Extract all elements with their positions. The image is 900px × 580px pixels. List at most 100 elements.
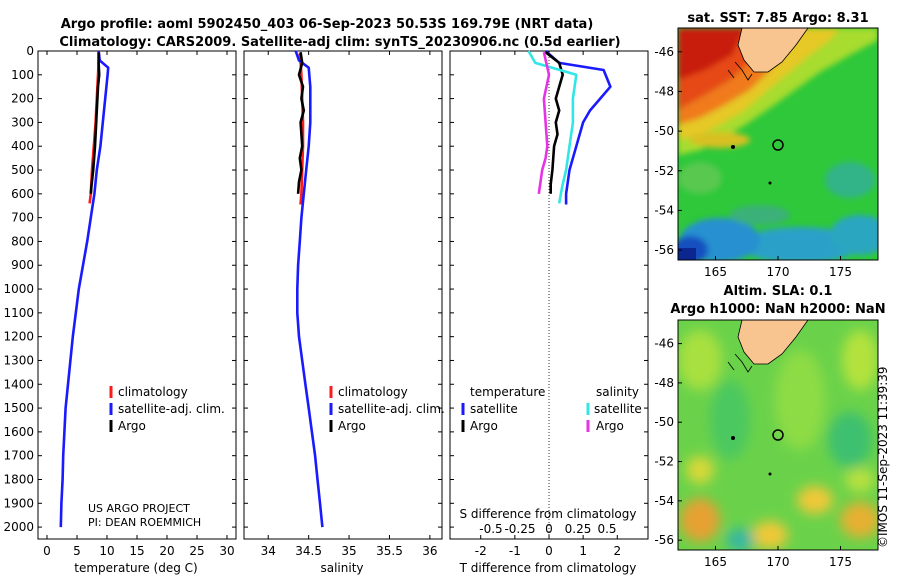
map-y-tick-label: -56 bbox=[654, 243, 674, 257]
map-y-tick-label: -50 bbox=[654, 124, 674, 138]
salinity-xlabel: salinity bbox=[320, 561, 363, 575]
map-x-tick-label: 165 bbox=[704, 555, 727, 569]
depth-tick-label: 1400 bbox=[3, 377, 34, 391]
depth-tick-label: 1100 bbox=[3, 306, 34, 320]
imos-timestamp: ©IMOS 11-Sep-2023 11:39:39 bbox=[876, 366, 890, 548]
difference-x-axis: -2 -1 0 1 2 bbox=[450, 50, 648, 558]
depth-tick-label: 600 bbox=[11, 187, 34, 201]
legend-temperature-heading: temperature bbox=[470, 385, 545, 399]
map-y-tick-label: -52 bbox=[654, 164, 674, 178]
salinity-x-axis: 34 34.5 35 35.5 36 bbox=[244, 50, 442, 558]
sla-map-title-line2: Argo h1000: NaN h2000: NaN bbox=[670, 302, 885, 317]
map-y-tick-label: -52 bbox=[654, 455, 674, 469]
x-tick-label: 35 bbox=[341, 544, 356, 558]
x-tick-label: 1 bbox=[579, 544, 587, 558]
sla-map-axes: 165 170 175 -46 -48 -50 -52 -54 -56 bbox=[654, 337, 852, 569]
depth-tick-label: 1000 bbox=[3, 282, 34, 296]
depth-tick-label: 1500 bbox=[3, 401, 34, 415]
legend-argo-label: Argo bbox=[338, 419, 366, 433]
difference-legend-salinity: salinity satellite Argo bbox=[586, 385, 642, 433]
legend-satellite-label: satellite-adj. clim. bbox=[338, 402, 445, 416]
difference-series bbox=[527, 50, 612, 205]
map-x-tick-label: 165 bbox=[704, 265, 727, 279]
legend-sal-satellite-label: satellite bbox=[594, 402, 642, 416]
salinity-difference-top-axis: -0.5 -0.25 0 0.25 0.5 bbox=[479, 522, 616, 536]
map-x-tick-label: 175 bbox=[829, 265, 852, 279]
sla-map: Altim. SLA: 0.1 Argo h1000: NaN h2000: N… bbox=[654, 284, 885, 569]
depth-tick-label: 1200 bbox=[3, 330, 34, 344]
legend-argo-label: Argo bbox=[118, 419, 146, 433]
legend-temp-argo-label: Argo bbox=[470, 419, 498, 433]
temperature-plot-frame bbox=[37, 50, 237, 540]
project-note-line2: PI: DEAN ROEMMICH bbox=[88, 516, 201, 529]
map-y-tick-label: -46 bbox=[654, 45, 674, 59]
map-x-tick-label: 170 bbox=[767, 265, 790, 279]
depth-axis: 0 100 200 300 400 500 600 700 800 900 1000 1100 1200… bbox=[3, 44, 34, 534]
argo-location-marker bbox=[772, 429, 784, 441]
depth-tick-label: 100 bbox=[11, 68, 34, 82]
map-y-tick-label: -48 bbox=[654, 376, 674, 390]
depth-tick-label: 0 bbox=[26, 44, 34, 58]
x-tick-label: 34 bbox=[261, 544, 276, 558]
series-line-satellite-adj-clim- bbox=[294, 50, 324, 528]
x-tick-label: 36 bbox=[422, 544, 437, 558]
depth-tick-label: 300 bbox=[11, 115, 34, 129]
legend-temp-satellite-label: satellite bbox=[470, 402, 518, 416]
x-tick-label: 34.5 bbox=[295, 544, 322, 558]
series-line-temperature-satellite bbox=[544, 50, 612, 205]
s-diff-tick-label: 0 bbox=[545, 522, 553, 536]
salinity-plot-frame bbox=[243, 50, 443, 540]
s-difference-label: S difference from climatology bbox=[460, 507, 637, 521]
t-difference-xlabel: T difference from climatology bbox=[459, 561, 637, 575]
x-tick-label: 10 bbox=[99, 544, 114, 558]
temperature-xlabel: temperature (deg C) bbox=[74, 561, 197, 575]
sst-map-title: sat. SST: 7.85 Argo: 8.31 bbox=[687, 11, 868, 26]
salinity-legend: climatology satellite-adj. clim. Argo bbox=[329, 385, 445, 433]
header-title-line1: Argo profile: aoml 5902450_403 06-Sep-20… bbox=[61, 17, 594, 32]
s-diff-tick-label: 0.5 bbox=[597, 522, 616, 536]
x-tick-label: -1 bbox=[509, 544, 521, 558]
legend-salinity-heading: salinity bbox=[596, 385, 639, 399]
map-x-tick-label: 170 bbox=[767, 555, 790, 569]
depth-tick-label: 200 bbox=[11, 92, 34, 106]
x-tick-label: 5 bbox=[73, 544, 81, 558]
depth-tick-label: 900 bbox=[11, 258, 34, 272]
map-y-tick-label: -50 bbox=[654, 415, 674, 429]
salinity-series bbox=[294, 50, 324, 528]
difference-legend-temperature: temperature satellite Argo bbox=[461, 385, 545, 433]
x-tick-label: -2 bbox=[475, 544, 487, 558]
x-tick-label: 2 bbox=[613, 544, 621, 558]
depth-tick-label: 1300 bbox=[3, 353, 34, 367]
x-tick-label: 20 bbox=[159, 544, 174, 558]
map-y-tick-label: -54 bbox=[654, 203, 674, 217]
map-y-tick-label: -54 bbox=[654, 494, 674, 508]
legend-climatology-label: climatology bbox=[338, 385, 408, 399]
salinity-panel: 34 34.5 35 35.5 36 salinity climatology sate… bbox=[243, 50, 445, 575]
s-diff-tick-label: -0.5 bbox=[479, 522, 502, 536]
depth-tick-label: 1600 bbox=[3, 425, 34, 439]
depth-tick-label: 400 bbox=[11, 139, 34, 153]
x-tick-label: 30 bbox=[219, 544, 234, 558]
sst-map: sat. SST: 7.85 Argo: 8.31 bbox=[654, 11, 879, 279]
series-line-temperature-argo bbox=[544, 51, 565, 194]
depth-tick-label: 800 bbox=[11, 234, 34, 248]
x-tick-label: 15 bbox=[129, 544, 144, 558]
sst-map-axes: 165 170 175 -46 -48 -50 -52 -54 -56 bbox=[654, 45, 852, 279]
map-y-tick-label: -46 bbox=[654, 337, 674, 351]
series-line-salinity-satellite bbox=[527, 50, 578, 204]
sst-field bbox=[678, 28, 878, 260]
x-tick-label: 0 bbox=[545, 544, 553, 558]
map-x-tick-label: 175 bbox=[829, 555, 852, 569]
legend-satellite-label: satellite-adj. clim. bbox=[118, 402, 225, 416]
depth-tick-label: 500 bbox=[11, 163, 34, 177]
series-line-argo bbox=[89, 52, 101, 194]
sla-field bbox=[678, 320, 878, 550]
temperature-x-axis: 0 5 10 15 20 25 30 bbox=[38, 50, 236, 558]
depth-tick-label: 1800 bbox=[3, 472, 34, 486]
x-tick-label: 35.5 bbox=[376, 544, 403, 558]
temperature-legend: climatology satellite-adj. clim. Argo bbox=[109, 385, 225, 433]
series-line-satellite-adj-clim- bbox=[59, 50, 110, 528]
depth-tick-label: 700 bbox=[11, 211, 34, 225]
series-line-argo bbox=[296, 52, 306, 194]
